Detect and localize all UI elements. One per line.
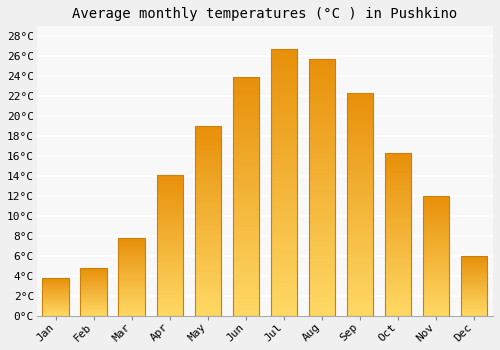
Bar (384, 153, 411, 316)
Bar (422, 196, 450, 316)
Bar (42, 278, 69, 316)
Bar (460, 256, 487, 316)
Bar (346, 93, 374, 316)
Bar (270, 49, 297, 316)
Bar (194, 126, 221, 316)
Bar (80, 268, 107, 316)
Bar (118, 238, 145, 316)
Bar (308, 59, 335, 316)
Bar (232, 77, 259, 316)
Title: Average monthly temperatures (°C ) in Pushkino: Average monthly temperatures (°C ) in Pu… (72, 7, 458, 21)
Bar (156, 175, 183, 316)
